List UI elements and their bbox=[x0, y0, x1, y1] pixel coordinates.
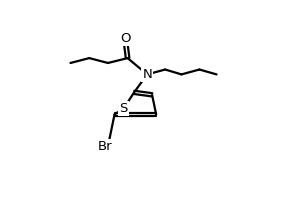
Text: S: S bbox=[119, 102, 128, 115]
Text: O: O bbox=[120, 32, 130, 45]
Text: N: N bbox=[142, 68, 152, 81]
Text: Br: Br bbox=[98, 140, 113, 153]
